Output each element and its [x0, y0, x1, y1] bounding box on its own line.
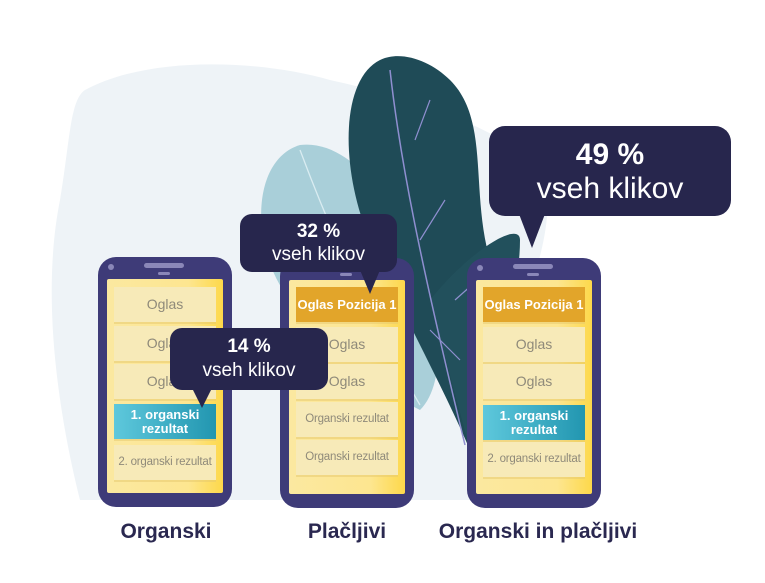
click-share-percent: 14 % [227, 336, 271, 357]
click-share-caption: vseh klikov [272, 244, 365, 265]
result-row-ad: Oglas [483, 327, 585, 362]
label-organski: Organski [120, 520, 212, 543]
click-share-caption: vseh klikov [536, 172, 684, 205]
result-row-ad-first: Oglas Pozicija 1 [296, 287, 398, 322]
click-share-percent: 49 % [575, 138, 645, 171]
camera-icon [108, 264, 114, 270]
result-row-ad: Oglas [114, 287, 216, 322]
label-organski-in-placljivi: Organski in plačljivi [438, 520, 638, 543]
result-row-ad: Oglas [483, 364, 585, 399]
result-row-ad-first: Oglas Pozicija 1 [483, 287, 585, 322]
click-share-caption: vseh klikov [202, 360, 296, 381]
click-share-bubble-organski-in-placljivi: 49 % vseh klikov [489, 126, 731, 248]
result-row-organic: Organski rezultat [296, 402, 398, 437]
result-row-organic-first: 1. organski rezultat [114, 404, 216, 439]
click-share-percent: 32 % [296, 221, 341, 242]
result-row-organic-first: 1. organski rezultat [483, 405, 585, 440]
result-row-organic: Organski rezultat [296, 440, 398, 475]
click-share-bubble-organski: 14 % vseh klikov [170, 328, 328, 408]
phone-screen: Oglas Pozicija 1 Oglas Oglas 1. organski… [476, 280, 592, 494]
speaker-icon [144, 263, 184, 268]
label-placljivi: Plačljivi [307, 520, 387, 543]
result-row-organic: 2. organski rezultat [114, 445, 216, 480]
phone-organski-in-placljivi: Oglas Pozicija 1 Oglas Oglas 1. organski… [467, 258, 601, 508]
camera-icon [477, 265, 483, 271]
result-row-organic: 2. organski rezultat [483, 442, 585, 477]
speaker-icon [513, 264, 553, 269]
click-share-bubble-placljivi: 32 % vseh klikov [240, 214, 397, 294]
